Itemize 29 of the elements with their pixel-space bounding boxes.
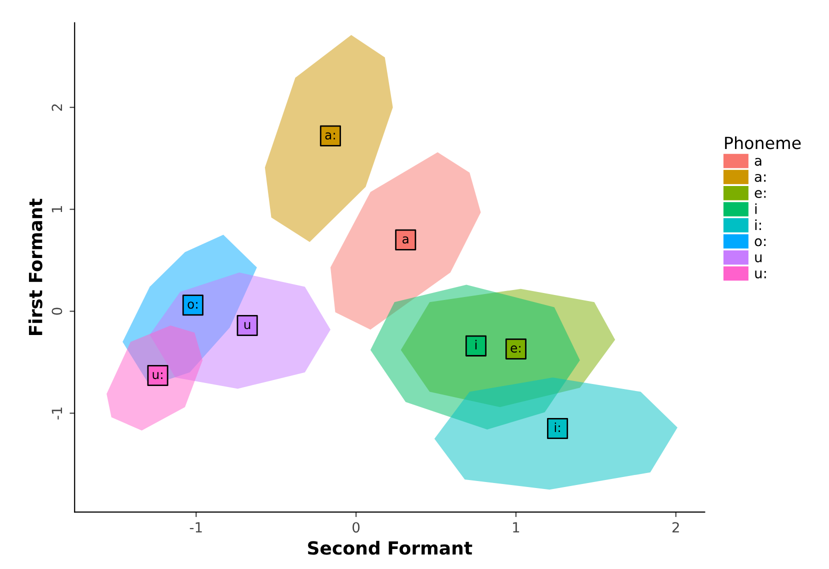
- y-tick-label: 2: [52, 104, 62, 111]
- x-axis-title: Second Formant: [308, 540, 472, 555]
- y-axis-title: First Formant: [28, 198, 42, 336]
- point: [465, 335, 486, 356]
- annotation: i:: [554, 422, 560, 432]
- annotation: u:: [152, 372, 162, 380]
- annotation: u: [244, 322, 250, 330]
- y-tick-label: 1: [52, 206, 62, 212]
- annotation: o:: [188, 302, 198, 309]
- x-tick-label: -1: [190, 522, 202, 532]
- point: [395, 229, 416, 250]
- legend-label: o:: [754, 238, 766, 246]
- x-tick-label: 2: [672, 522, 679, 532]
- annotation: a:: [325, 132, 335, 140]
- legend-label: u:: [755, 270, 766, 278]
- legend-label: a: [754, 158, 762, 166]
- annotation: i: [475, 340, 477, 350]
- annotation: a: [402, 236, 408, 244]
- legend-label: i: [755, 203, 757, 214]
- y-tick-label: 0: [52, 308, 62, 315]
- x-tick-label: 0: [352, 522, 360, 533]
- legend-label: i:: [755, 219, 761, 230]
- legend-label: e:: [754, 190, 766, 198]
- y-tick-label: -1: [52, 408, 62, 420]
- legend-label: a:: [754, 174, 766, 182]
- annotation: e:: [510, 345, 520, 353]
- legend-label: u: [755, 254, 762, 262]
- legend-title: Phoneme: [725, 136, 801, 150]
- x-tick-label: 1: [513, 522, 520, 532]
